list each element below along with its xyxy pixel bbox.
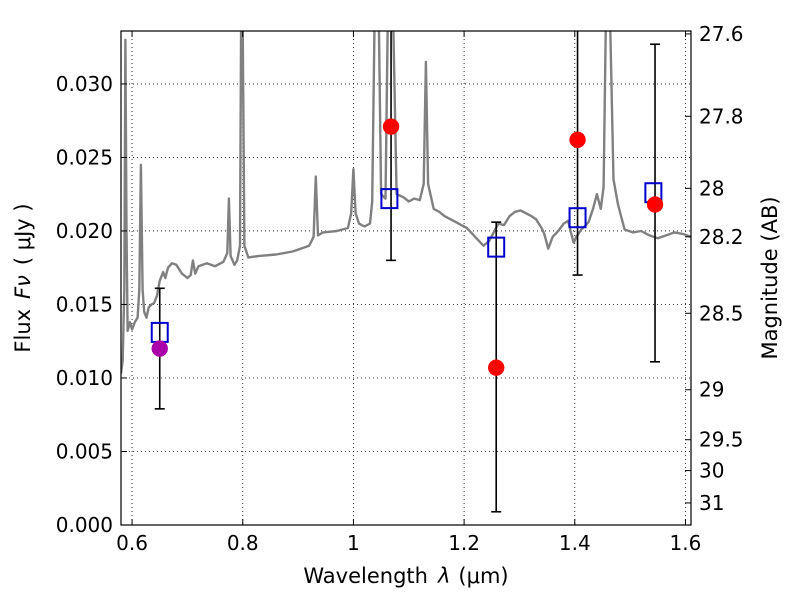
- plot-frame: [120, 30, 692, 526]
- x-axis-label: Wavelength λ (μm): [303, 564, 508, 588]
- spectrum-path: [121, 31, 691, 374]
- right-axis-label: Magnitude (AB): [758, 196, 782, 359]
- right-tick-label: 28.5: [699, 301, 744, 325]
- right-tick-label: 28.2: [699, 225, 744, 249]
- right-tick-label: 29.5: [699, 428, 744, 452]
- x-tick-label: 1: [347, 531, 360, 555]
- x-tick-label: 1.6: [670, 531, 702, 555]
- circle-marker: [487, 359, 505, 376]
- y-axis-label-unit: ( μJy ): [11, 203, 35, 265]
- x-tick-label: 0.6: [116, 531, 148, 555]
- right-tick-label: 29: [699, 378, 724, 402]
- x-axis-label-unit: (μm): [458, 564, 508, 588]
- data-markers: [150, 118, 664, 376]
- y-axis-label-symbol: Fν: [11, 275, 35, 299]
- y-axis-ticks: 0.000 0.005 0.010 0.015 0.020 0.025 0.030: [56, 72, 127, 537]
- y-tick-label: 0.015: [56, 292, 113, 316]
- square-marker: [568, 207, 587, 229]
- x-axis-label-symbol: λ: [437, 564, 450, 588]
- y-axis-label-text: Flux: [11, 309, 35, 353]
- square-marker: [487, 236, 506, 258]
- y-tick-label: 0.025: [56, 145, 113, 169]
- x-axis-ticks: 0.6 0.8 1 1.2 1.4 1.6: [116, 31, 701, 555]
- circle-marker: [646, 196, 664, 213]
- x-tick-label: 1.2: [448, 531, 480, 555]
- x-axis-label-text: Wavelength: [303, 564, 428, 588]
- right-tick-label: 30: [699, 459, 724, 483]
- y-tick-label: 0.020: [56, 219, 113, 243]
- circle-marker: [382, 118, 400, 135]
- right-tick-label: 27.8: [699, 104, 744, 128]
- right-tick-label: 28: [699, 176, 724, 200]
- y-tick-label: 0.005: [56, 439, 113, 463]
- plot-area: [121, 31, 691, 513]
- circle-marker: [151, 340, 168, 357]
- y-axis-label: Flux Fν ( μJy ): [11, 203, 35, 352]
- right-axis-ticks: 27.6 27.8 28 28.2 28.5 29 29.5 30 31: [685, 22, 744, 515]
- circle-marker: [569, 131, 586, 149]
- right-tick-label: 27.6: [699, 22, 744, 46]
- right-tick-label: 31: [699, 491, 724, 515]
- y-tick-label: 0.030: [56, 72, 113, 96]
- spectrum-line: [121, 31, 691, 374]
- square-marker: [380, 188, 399, 210]
- x-tick-label: 0.8: [227, 531, 259, 555]
- y-tick-label: 0.000: [56, 513, 113, 537]
- y-tick-label: 0.010: [56, 366, 113, 390]
- x-tick-label: 1.4: [559, 531, 591, 555]
